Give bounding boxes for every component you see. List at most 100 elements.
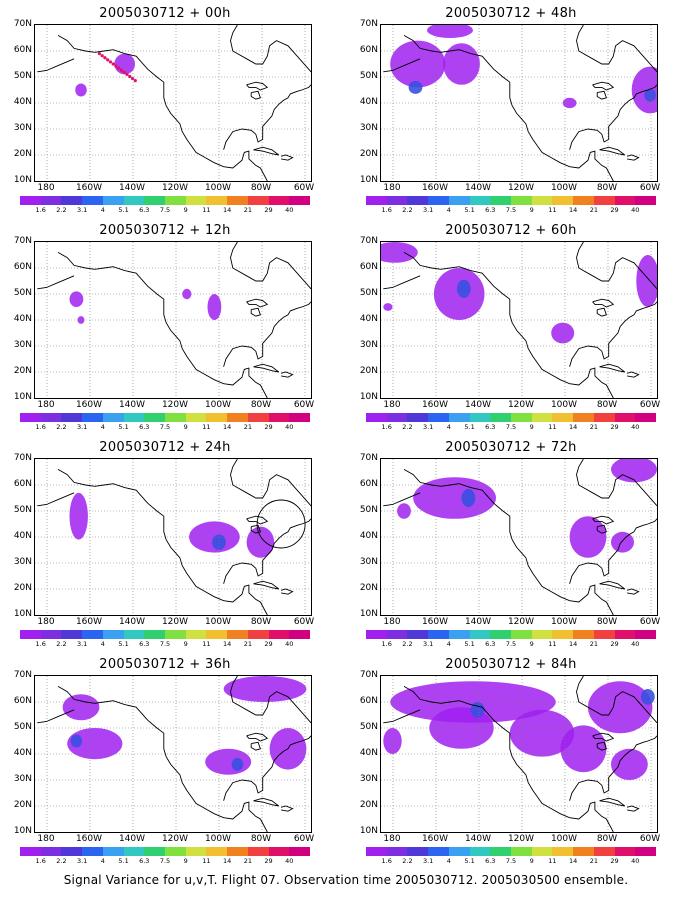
variance-contour: [231, 757, 244, 771]
panel-title: 2005030712 + 84h: [445, 657, 577, 672]
latitude-label: 50N: [359, 722, 378, 732]
colorbar-swatch: [144, 413, 166, 422]
longitude-label: 80W: [596, 617, 618, 627]
latitude-label: 50N: [13, 71, 32, 81]
colorbar-swatch: [511, 413, 532, 422]
colorbar: [20, 196, 311, 205]
longitude-label: 140W: [118, 183, 146, 193]
longitude-label: 80W: [596, 183, 618, 193]
variance-contour: [611, 531, 634, 553]
colorbar-swatch: [247, 413, 269, 422]
coastline: [280, 154, 294, 161]
longitude-label: 140W: [464, 400, 492, 410]
colorbar-swatch: [144, 630, 166, 639]
colorbar-swatch: [102, 847, 124, 856]
colorbar-swatch: [552, 413, 574, 422]
colorbar-swatch: [386, 413, 408, 422]
panel-title: 2005030712 + 60h: [445, 223, 577, 238]
colorbar-label: 6.3: [139, 206, 150, 214]
latitude-label: 10N: [13, 609, 32, 619]
latitude-label: 50N: [13, 505, 32, 515]
coastline: [253, 363, 280, 373]
colorbar-swatch: [448, 847, 470, 856]
colorbar-swatch: [511, 847, 532, 856]
colorbar-label: 14: [223, 857, 232, 865]
coastline: [569, 84, 657, 150]
panel-title: 2005030712 + 24h: [99, 440, 231, 455]
latitude-label: 20N: [13, 800, 32, 810]
variance-contour: [588, 681, 653, 734]
map-area: [34, 458, 312, 616]
colorbar-swatch: [593, 413, 615, 422]
colorbar-label: 9: [183, 206, 188, 214]
observation-point: [100, 54, 104, 58]
colorbar-label: 11: [548, 640, 557, 648]
map-area: [380, 241, 658, 399]
variance-contour: [562, 97, 577, 109]
coastline: [576, 25, 657, 73]
colorbar-label: 21: [243, 423, 252, 431]
colorbar-label: 21: [589, 857, 598, 865]
colorbar-swatch: [61, 413, 83, 422]
observation-point: [108, 60, 113, 64]
colorbar: [20, 630, 311, 639]
latitude-label: 10N: [13, 826, 32, 836]
colorbar-swatch: [490, 413, 512, 422]
latitude-label: 10N: [359, 609, 378, 619]
map-panel: 2005030712 + 00h 70N 60N 50N 40N 30N 20N 10N 180…: [0, 2, 330, 214]
latitude-label: 70N: [359, 670, 378, 680]
colorbar-swatch: [227, 413, 248, 422]
variance-contour: [427, 25, 473, 38]
colorbar-label: 2.2: [402, 857, 413, 865]
colorbar-label: 4: [100, 206, 105, 214]
colorbar-label: 29: [610, 206, 619, 214]
latitude-label: 20N: [13, 366, 32, 376]
longitude-label: 120W: [161, 617, 189, 627]
coastline: [596, 307, 607, 317]
latitude-label: 50N: [13, 722, 32, 732]
coastline: [57, 469, 268, 615]
colorbar-label: 9: [529, 423, 534, 431]
coastline: [403, 252, 614, 398]
colorbar-label: 11: [548, 423, 557, 431]
latitude-label: 60N: [13, 696, 32, 706]
colorbar-label: 11: [202, 206, 211, 214]
colorbar-labels: 1.6 2.2 3.1 4 5.1 6.3 7.5 9 11 14 21 29 40: [366, 640, 656, 648]
colorbar-label: 29: [610, 857, 619, 865]
colorbar-label: 2.2: [402, 423, 413, 431]
colorbar: [366, 413, 657, 422]
colorbar-swatch: [227, 196, 248, 205]
map-area: [380, 458, 658, 616]
longitude-label: 160W: [421, 400, 449, 410]
map-panel: 2005030712 + 60h 70N 60N 50N 40N 30N 20N 10N 180…: [346, 219, 676, 431]
colorbar-label: 1.6: [381, 206, 392, 214]
colorbar-swatch: [268, 413, 290, 422]
colorbar-swatch: [407, 413, 429, 422]
coastline: [250, 307, 261, 317]
colorbar-swatch: [289, 847, 311, 856]
variance-contour: [383, 303, 393, 311]
colorbar-label: 7.5: [159, 857, 171, 865]
colorbar-swatch: [552, 847, 574, 856]
longitude-label: 100W: [550, 400, 578, 410]
latitude-label: 40N: [13, 97, 32, 107]
coastline: [383, 492, 421, 507]
colorbar-label: 14: [223, 423, 232, 431]
colorbar-label: 21: [589, 640, 598, 648]
coastline: [592, 81, 615, 91]
colorbar: [20, 847, 311, 856]
colorbar-label: 5.1: [464, 206, 475, 214]
variance-contour: [429, 707, 494, 749]
map-panel: 2005030712 + 12h 70N 60N 50N 40N 30N 20N 10N 180…: [0, 219, 330, 431]
coastline: [37, 275, 75, 290]
longitude-label: 80W: [596, 834, 618, 844]
colorbar-label: 21: [243, 206, 252, 214]
longitude-label: 60W: [293, 400, 315, 410]
colorbar-label: 11: [202, 640, 211, 648]
coastline: [596, 524, 607, 534]
colorbar-swatch: [531, 847, 553, 856]
colorbar-label: 29: [264, 857, 273, 865]
colorbar-swatch: [165, 847, 186, 856]
latitude-label: 20N: [359, 583, 378, 593]
coastline: [383, 709, 421, 724]
